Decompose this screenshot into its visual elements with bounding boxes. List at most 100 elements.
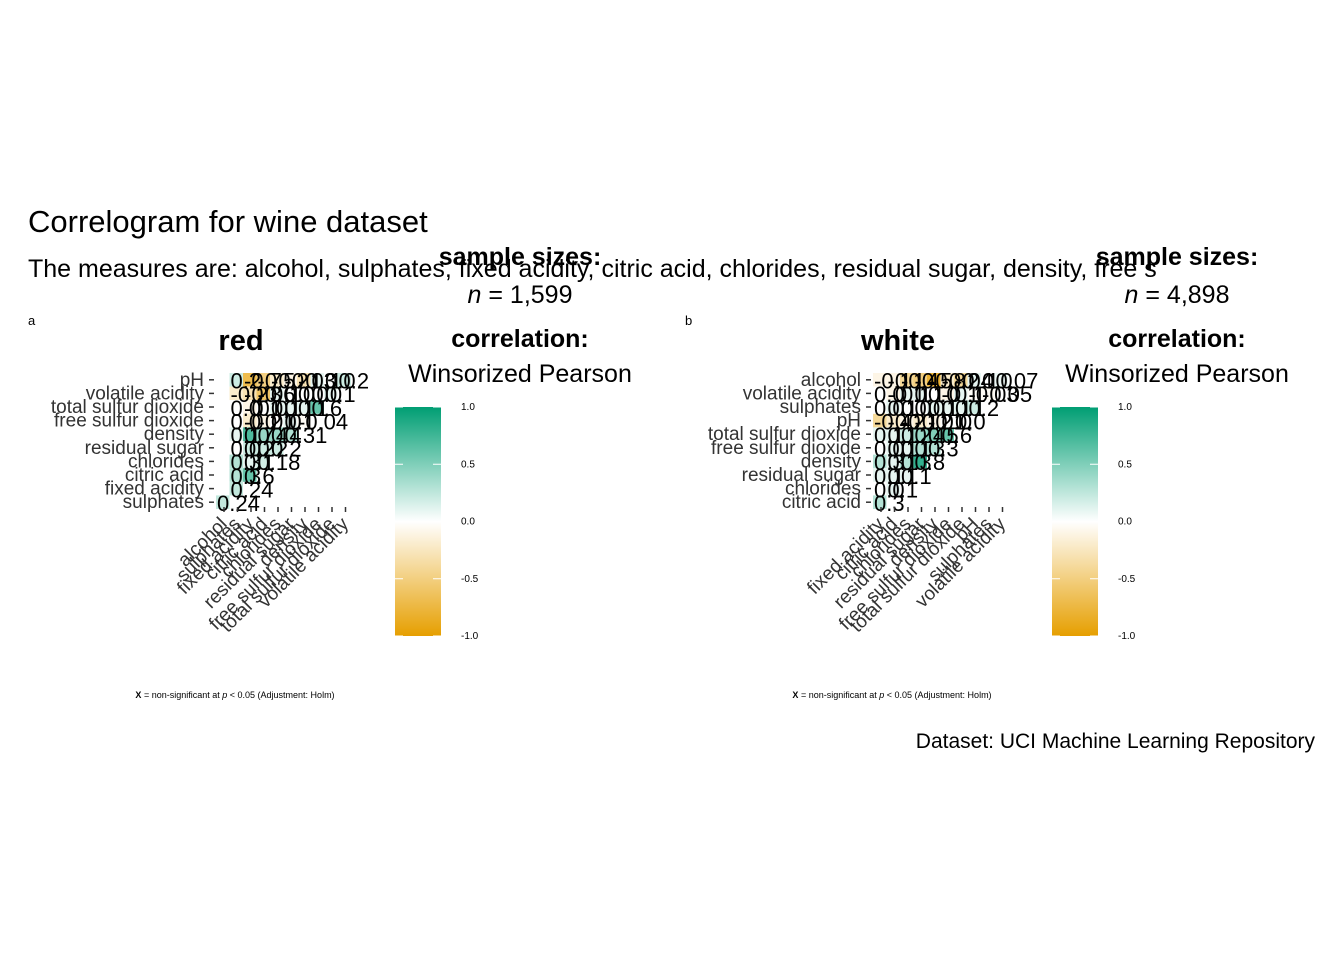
y-axis-label: volatile acidity <box>86 383 205 404</box>
heatmap-cell <box>243 468 257 482</box>
cell-value-label: -0.1 <box>874 369 912 394</box>
cell-value-label: 0.3 <box>928 437 959 462</box>
panel-red: a red sample sizes: n = 1,599 correlation: Wi… <box>28 243 632 700</box>
heatmap-cell <box>243 373 257 387</box>
cell-value-label: 0.0 <box>231 396 262 421</box>
heatmap-cell <box>256 454 270 469</box>
cell-value-label: 0.0 <box>901 396 932 421</box>
sample-size-value: n = 4,898 <box>1125 281 1230 309</box>
cell-value-label: 0.0 <box>285 382 316 407</box>
cell-value-label: 0.1 <box>325 382 356 407</box>
cell-value-label: 0.2 <box>969 396 1000 421</box>
heatmap-cell <box>297 373 311 387</box>
heatmap-cell <box>954 400 968 414</box>
cell-value-label: -0.2 <box>915 409 953 434</box>
heatmap-cell <box>873 400 887 414</box>
heatmap-cell <box>229 441 243 455</box>
cell-value-label: 0.0 <box>874 477 905 502</box>
cell-value-label: -0.2 <box>244 409 282 434</box>
heatmap-cell <box>886 373 900 387</box>
heatmap-cell <box>900 400 914 414</box>
y-axis-label: total sulfur dioxide <box>708 424 861 445</box>
heatmap-cell <box>270 373 284 387</box>
cell-value-label: 0.0 <box>231 437 262 462</box>
heatmap-cell <box>940 373 954 387</box>
y-axis-label: density <box>801 451 862 472</box>
heatmap-cell <box>913 400 927 414</box>
sample-size-label: sample sizes: <box>439 243 602 271</box>
y-axis-label: free sulfur dioxide <box>54 411 204 432</box>
cell-value-label: 0.1 <box>928 396 959 421</box>
heatmap-cell <box>216 495 230 509</box>
cell-value-label: -0.2 <box>231 382 269 407</box>
heatmap-cell <box>270 400 284 414</box>
cell-value-label: 0.0 <box>874 382 905 407</box>
legend-tick-label: 1.0 <box>461 402 475 413</box>
y-axis-label: sulphates <box>123 492 204 513</box>
heatmap-cell <box>243 386 257 401</box>
heatmap-cell <box>913 413 927 428</box>
y-axis-label: residual sugar <box>742 465 862 486</box>
heatmap-cell <box>913 373 927 387</box>
y-axis-label: alcohol <box>801 370 861 391</box>
heatmap-cell <box>900 468 914 482</box>
heatmap-cell <box>873 427 887 441</box>
cell-value-label: 0.2 <box>339 369 370 394</box>
cell-value-label: 0.0 <box>271 409 302 434</box>
cell-value-label: -0.1 <box>244 396 282 421</box>
heatmap-cell <box>981 373 995 387</box>
heatmap-cell <box>270 441 284 455</box>
cell-value-label: 0.4 <box>915 423 946 448</box>
cell-value-label: -0.04 <box>298 409 348 434</box>
legend-tick-label: 0.5 <box>461 459 475 470</box>
cell-value-label: 0.0 <box>982 369 1013 394</box>
heatmap-cell <box>243 427 257 441</box>
cell-value-label: 0.1 <box>888 477 919 502</box>
heatmap-cell <box>283 373 297 387</box>
heatmap-cell <box>927 386 941 401</box>
panel-tag: a <box>28 313 36 328</box>
heatmap-cell <box>900 413 914 428</box>
heatmap-cell <box>337 373 351 387</box>
cell-value-label: 0.0 <box>928 382 959 407</box>
y-axis-label: pH <box>180 370 204 391</box>
legend-tick-label: 0.0 <box>1118 517 1132 528</box>
figure-subtitle: The measures are: alcohol, sulphates, fi… <box>28 255 1157 283</box>
heatmap-cell <box>913 427 927 441</box>
legend-tick-label: -0.5 <box>1118 574 1136 585</box>
cell-value-label: 0.2 <box>231 369 262 394</box>
heatmap-cell <box>886 400 900 414</box>
cell-value-label: -0.1 <box>942 382 980 407</box>
legend-tick-label: -0.5 <box>461 574 479 585</box>
cell-value-label: 0.0 <box>874 437 905 462</box>
y-axis-label: citric acid <box>125 465 204 486</box>
cell-value-label: 0.3 <box>901 450 932 475</box>
y-axis-label: residual sugar <box>85 438 205 459</box>
cell-value-label: 0.1 <box>888 464 919 489</box>
heatmap-cell <box>873 386 887 401</box>
cell-value-label: 0.24 <box>231 477 274 502</box>
heatmap-cell <box>927 373 941 387</box>
heatmap-cell <box>940 413 954 428</box>
cell-value-label: 0.1 <box>915 382 946 407</box>
y-axis-label: volatile acidity <box>743 383 862 404</box>
heatmap-cell <box>886 454 900 469</box>
legend-subtitle: Winsorized Pearson <box>1065 360 1289 388</box>
heatmap-cell <box>967 400 981 414</box>
cell-value-label: 0.2 <box>244 437 275 462</box>
y-axis-label: density <box>144 424 205 445</box>
cell-value-label: -0.2 <box>271 369 309 394</box>
cell-value-label: 0.0 <box>955 409 986 434</box>
panel-tag: b <box>685 313 692 328</box>
cell-value-label: 0.24 <box>217 491 260 516</box>
cell-value-label: 0.5 <box>928 423 959 448</box>
cell-value-label: -0.2 <box>888 409 926 434</box>
cell-value-label: -0.1 <box>928 409 966 434</box>
cell-value-label: 0.1 <box>244 450 275 475</box>
heatmap-cell <box>283 400 297 414</box>
heatmap-cell <box>229 427 243 441</box>
y-axis-label: chlorides <box>785 479 861 500</box>
heatmap-cell <box>243 413 257 428</box>
heatmap-cell <box>229 481 243 496</box>
cell-value-label: -0.3 <box>298 369 336 394</box>
